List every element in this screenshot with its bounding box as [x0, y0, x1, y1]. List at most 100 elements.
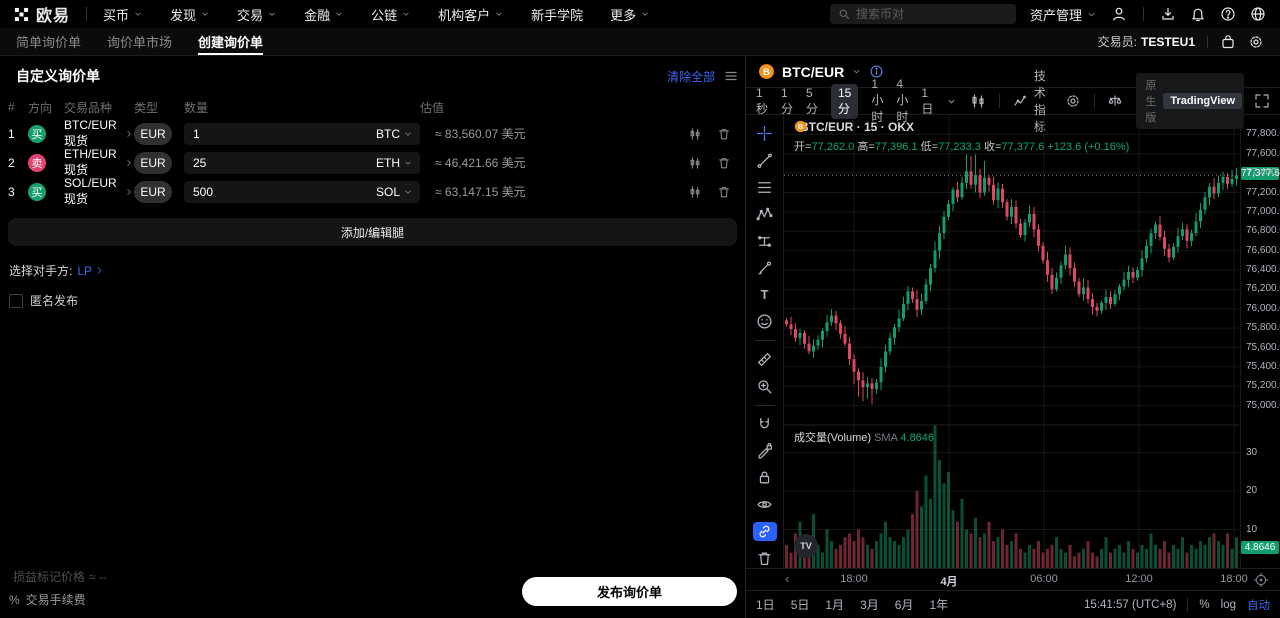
chart-settings-icon[interactable]	[1065, 93, 1081, 109]
nav-menu-discover[interactable]: 发现	[170, 5, 210, 24]
add-edit-leg-button[interactable]: 添加/编辑腿	[8, 218, 737, 246]
chart-icon[interactable]	[688, 127, 702, 141]
compare-icon[interactable]	[1107, 93, 1123, 109]
chart-type-icon[interactable]	[970, 93, 986, 109]
interval-1d[interactable]: 1日	[921, 85, 934, 116]
user-icon[interactable]	[1111, 6, 1127, 22]
interval-1s[interactable]: 1秒	[756, 85, 769, 116]
auto-scale-button[interactable]: 自动	[1247, 599, 1270, 612]
price-tick: 77,000.0	[1246, 206, 1280, 217]
currency-dropdown[interactable]: SOL	[376, 181, 413, 203]
percent-scale-button[interactable]: %	[1199, 598, 1210, 611]
time-tick: 18:00	[840, 573, 868, 585]
chart-plot-area[interactable]: B BTC/EUR · 15 · OKX 开=77,262.0 高=77,396…	[784, 115, 1240, 568]
currency-dropdown[interactable]: ETH	[376, 152, 413, 174]
bell-icon[interactable]	[1190, 6, 1206, 22]
nav-menu-trade[interactable]: 交易	[237, 5, 277, 24]
trend-line-tool[interactable]	[753, 151, 777, 170]
tradingview-option[interactable]: TradingView	[1163, 93, 1242, 109]
magnet-tool[interactable]	[753, 415, 777, 434]
draw-lock-tool[interactable]	[753, 442, 777, 461]
delete-icon[interactable]	[717, 156, 731, 170]
counterparty-link[interactable]: LP	[77, 264, 105, 278]
chart-icon[interactable]	[688, 156, 702, 170]
settings-icon[interactable]	[1248, 34, 1264, 50]
range-1mo[interactable]: 1月	[825, 598, 845, 612]
nav-menu-institutions[interactable]: 机构客户	[438, 5, 504, 24]
crosshair-tool[interactable]	[753, 124, 777, 143]
globe-icon[interactable]	[1250, 6, 1266, 22]
nav-menu-buy-crypto[interactable]: 买币	[103, 5, 143, 24]
assets-menu[interactable]: 资产管理	[1030, 5, 1097, 24]
leg-index: 1	[8, 126, 15, 141]
chevron-down-icon[interactable]	[851, 66, 862, 77]
delete-icon[interactable]	[717, 127, 731, 141]
tab-simple-rfq[interactable]: 简单询价单	[16, 35, 82, 50]
tab-create-rfq[interactable]: 创建询价单	[198, 28, 264, 55]
native-version-option[interactable]: 原生版	[1145, 80, 1157, 124]
fib-retracement-tool[interactable]	[753, 178, 777, 197]
menu-icon[interactable]	[723, 68, 739, 84]
history-icon[interactable]	[1220, 34, 1236, 50]
pair-selector[interactable]: BTC/EUR 现货	[64, 118, 134, 149]
long-position-tool[interactable]	[753, 232, 777, 251]
publish-rfq-button[interactable]: 发布询价单	[522, 577, 737, 606]
interval-15m[interactable]: 15分	[831, 83, 859, 119]
scroll-left-icon[interactable]: ‹	[785, 571, 790, 586]
pair-selector[interactable]: SOL/EUR 现货	[64, 176, 134, 207]
interval-1m[interactable]: 1分	[781, 85, 794, 116]
zoom-in-tool[interactable]	[753, 377, 777, 396]
nav-menu-public-chain[interactable]: 公链	[371, 5, 411, 24]
candlestick-chart[interactable]	[784, 115, 1239, 568]
pair-selector[interactable]: ETH/EUR 现货	[64, 147, 134, 178]
fullscreen-icon[interactable]	[1254, 93, 1270, 109]
search-box[interactable]	[829, 4, 1016, 24]
ruler-tool[interactable]	[753, 350, 777, 369]
xabcd-pattern-tool[interactable]	[753, 205, 777, 224]
anonymous-checkbox[interactable]	[9, 293, 23, 308]
range-1y[interactable]: 1年	[929, 598, 949, 612]
text-tool[interactable]: T	[753, 285, 777, 304]
help-icon[interactable]	[1220, 6, 1236, 22]
range-5d[interactable]: 5日	[790, 598, 810, 612]
download-icon[interactable]	[1160, 6, 1176, 22]
hide-all-tool[interactable]	[753, 495, 777, 514]
delete-icon[interactable]	[717, 185, 731, 199]
range-3mo[interactable]: 3月	[860, 598, 879, 612]
brush-tool[interactable]	[753, 259, 777, 278]
emoji-tool[interactable]	[753, 312, 777, 331]
okx-logo[interactable]: 欧易	[14, 2, 70, 26]
range-1d[interactable]: 1日	[756, 598, 775, 612]
lock-all-tool[interactable]	[753, 468, 777, 487]
log-scale-button[interactable]: log	[1220, 598, 1236, 611]
price-axis[interactable]: 77,377.6 4.8646 77,800.0 77,600.0 77,400.0…	[1240, 115, 1280, 568]
info-icon[interactable]	[869, 64, 884, 79]
nav-menu-academy[interactable]: 新手学院	[531, 5, 583, 24]
chart-icon[interactable]	[688, 185, 702, 199]
indicators-button[interactable]: 技术指标	[1013, 67, 1052, 135]
type-pill[interactable]: EUR	[134, 122, 172, 145]
search-input[interactable]	[855, 7, 1008, 21]
nav-menu-more[interactable]: 更多	[610, 5, 650, 24]
amount-input[interactable]	[184, 151, 420, 174]
interval-more-icon[interactable]	[946, 96, 957, 107]
tradingview-watermark[interactable]: TV	[794, 534, 818, 558]
sync-drawings-tool[interactable]	[752, 522, 777, 542]
symbol-title[interactable]: BTC/EUR	[782, 63, 845, 80]
range-6mo[interactable]: 6月	[894, 598, 914, 612]
remove-all-tool[interactable]	[753, 549, 777, 568]
amount-input[interactable]	[184, 180, 420, 203]
nav-menu-finance[interactable]: 金融	[304, 5, 344, 24]
type-pill[interactable]: EUR	[134, 151, 172, 174]
interval-1h[interactable]: 1小时	[871, 77, 884, 124]
interval-5m[interactable]: 5分	[806, 85, 819, 116]
type-pill[interactable]: EUR	[134, 180, 172, 203]
amount-input[interactable]	[184, 122, 420, 145]
tab-rfq-market[interactable]: 询价单市场	[107, 35, 173, 50]
time-axis[interactable]: ‹ 18:00 4月 06:00 12:00 18:00	[746, 568, 1280, 590]
currency-dropdown[interactable]: BTC	[376, 123, 413, 145]
interval-4h[interactable]: 4小时	[896, 77, 909, 124]
reset-scale-icon[interactable]	[1253, 572, 1269, 588]
panel-divider[interactable]	[745, 56, 746, 618]
clear-all-link[interactable]: 清除全部	[666, 69, 715, 84]
